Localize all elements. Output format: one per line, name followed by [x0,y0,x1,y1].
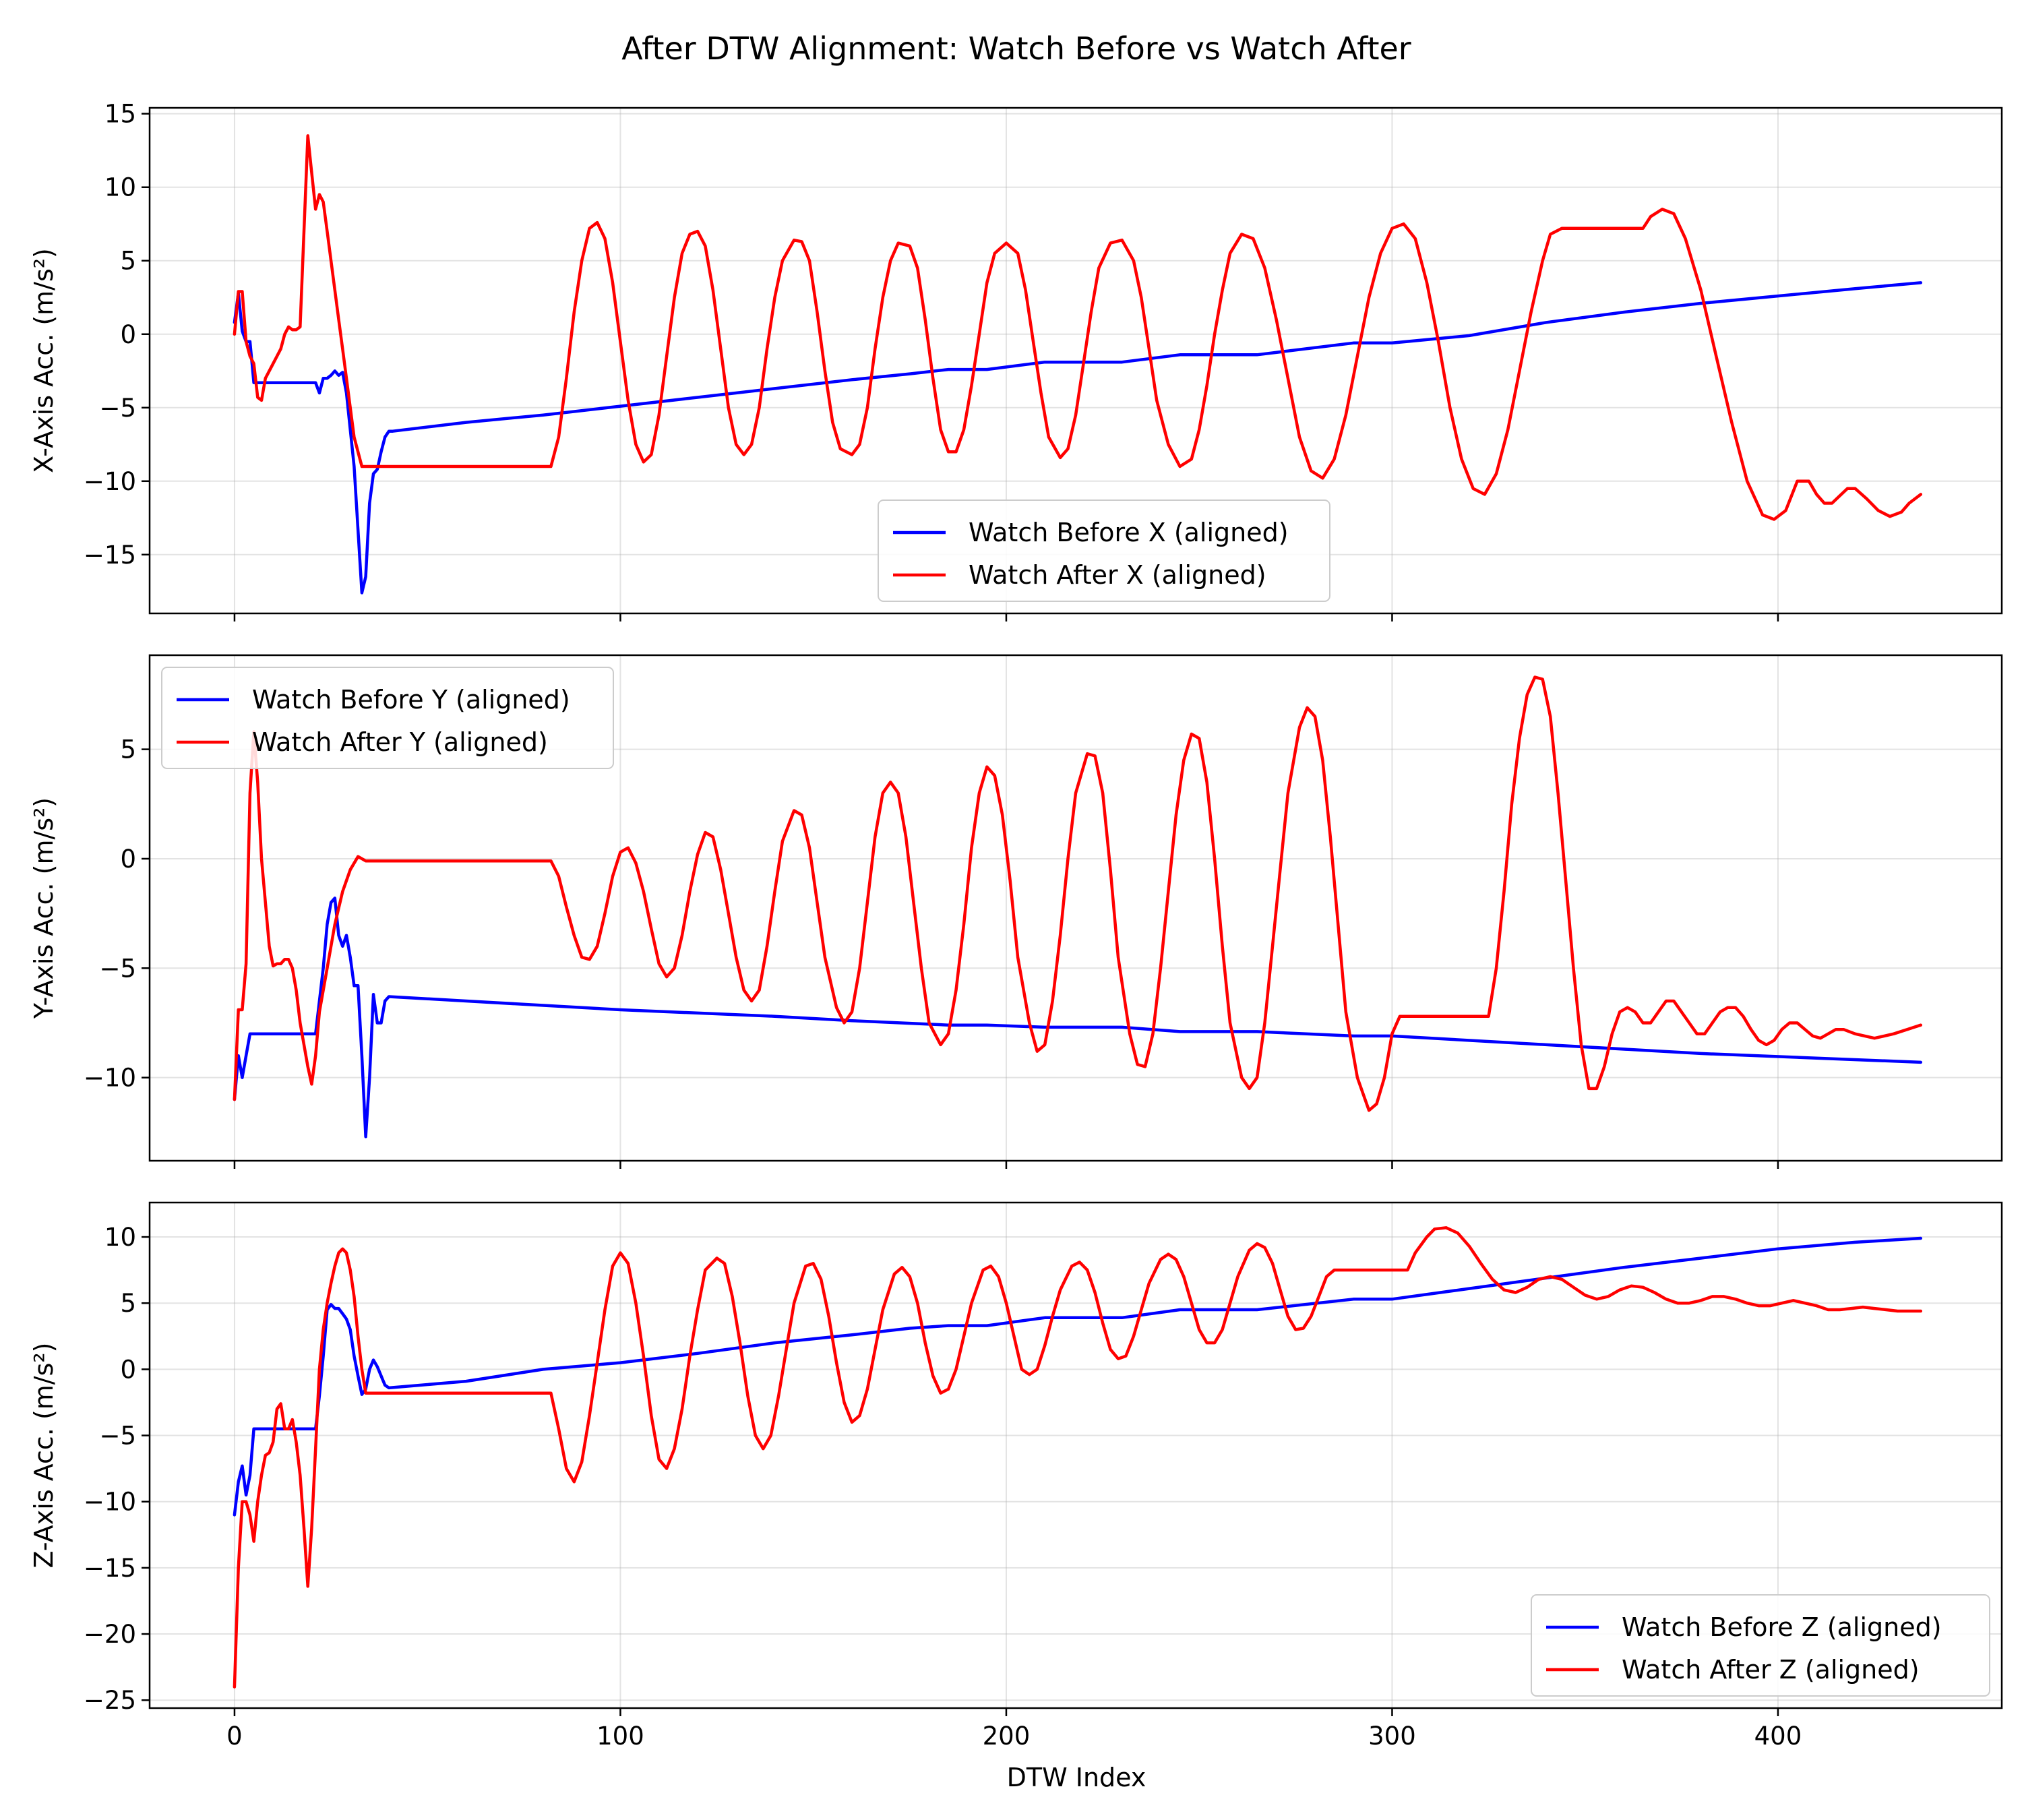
y-tick-label: 15 [104,100,136,129]
y-tick-label: −15 [84,541,136,570]
y-tick-label: −10 [84,1064,136,1093]
y-axis-label-z: Z-Axis Acc. (m/s²) [29,1343,59,1569]
series-watch-after-z [233,1226,1923,1689]
legend-label: Watch Before Z (aligned) [1622,1612,1942,1642]
series-group-x [233,134,1923,595]
y-axis-label-y: Y-Axis Acc. (m/s²) [29,797,59,1019]
y-tick-label: 0 [120,320,136,349]
legend-label: Watch After X (aligned) [969,560,1266,590]
subplot-z: 0 100 200 300 400 10 5 0 −5 −10 −15 −20 −25 Z-Axis Ac… [29,1201,2003,1751]
series-watch-before-y [233,897,1923,1139]
legend-box [878,499,1330,602]
y-tick-label: −5 [99,954,136,983]
y-tick-label: 5 [120,1289,136,1318]
plot-frame-z [148,1201,2003,1709]
subplot-x: 15 10 5 0 −5 −10 −15 X-Axis Acc. (m/s²) Watch Be… [29,100,2003,621]
y-axis-label-x: X-Axis Acc. (m/s²) [29,248,59,473]
series-watch-before-x [233,281,1923,595]
plot-frame-y [148,654,2003,1162]
x-tick-label: 100 [596,1722,644,1751]
series-watch-after-y [233,675,1923,1112]
x-tick-label: 200 [983,1722,1031,1751]
legend-label: Watch Before X (aligned) [969,518,1289,547]
y-tick-label: 10 [104,1223,136,1252]
chart-title: After DTW Alignment: Watch Before vs Wat… [621,30,1411,67]
series-watch-before-z [233,1236,1923,1517]
x-axis-label: DTW Index [1007,1763,1146,1792]
y-tick-label: 5 [120,247,136,276]
y-tick-label: −5 [99,1422,136,1451]
y-tick-label: 0 [120,1355,136,1384]
legend-y: Watch Before Y (aligned) Watch After Y (a… [161,667,614,769]
subplots: 15 10 5 0 −5 −10 −15 X-Axis Acc. (m/s²) Watch Be… [29,100,2003,1751]
plot-frame-x [148,107,2003,615]
series-watch-after-x [233,134,1923,521]
y-tick-label: −15 [84,1554,136,1583]
x-tick-label: 400 [1754,1722,1802,1751]
y-tick-label: 5 [120,735,136,764]
legend-label: Watch Before Y (aligned) [252,685,570,715]
legend-box [161,667,614,769]
series-group-y [233,675,1923,1139]
legend-box [1531,1594,1990,1697]
series-group-z [233,1226,1923,1689]
x-tick-label: 0 [226,1722,243,1751]
subplot-y: 5 0 −5 −10 Y-Axis Acc. (m/s²) Watch Before Y … [29,654,2003,1169]
y-tick-label: −5 [99,394,136,423]
legend-z: Watch Before Z (aligned) Watch After Z (a… [1531,1594,1990,1697]
y-tick-label: 10 [104,173,136,202]
y-tick-label: −10 [84,467,136,496]
y-tick-label: −25 [84,1686,136,1715]
y-tick-label: −10 [84,1488,136,1517]
legend-label: Watch After Y (aligned) [252,727,548,757]
y-tick-label: −20 [84,1620,136,1649]
y-tick-label: 0 [120,845,136,874]
x-tick-label: 300 [1368,1722,1416,1751]
legend-x: Watch Before X (aligned) Watch After X (a… [878,499,1330,602]
legend-label: Watch After Z (aligned) [1622,1655,1920,1685]
